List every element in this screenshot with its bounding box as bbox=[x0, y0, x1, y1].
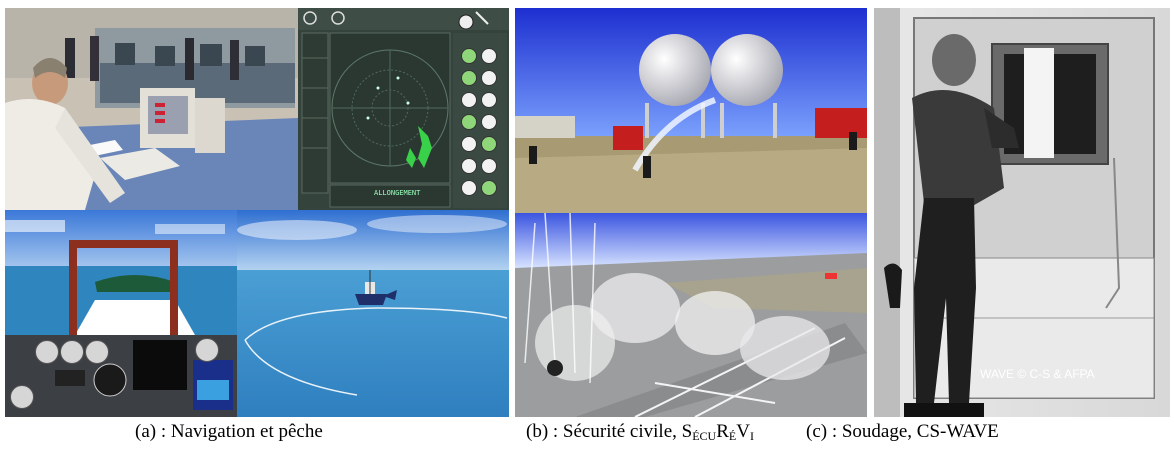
console-dial-button[interactable] bbox=[461, 114, 477, 130]
caption-b-i: I bbox=[749, 429, 754, 443]
water-spray-smoke-scene bbox=[515, 213, 867, 417]
caption-b-prefix: (b) : Sécurité civile, bbox=[526, 421, 682, 442]
gauge-icon bbox=[10, 385, 34, 409]
console-dial-button[interactable] bbox=[461, 70, 477, 86]
caption-b-v: V bbox=[736, 421, 750, 442]
caption-a: (a) : Navigation et pêche bbox=[135, 421, 323, 442]
caption-b-ecu: ÉCU bbox=[692, 429, 717, 443]
watermark-text: WAVE © C-S & AFPA bbox=[980, 367, 1095, 381]
console-dial-button[interactable] bbox=[461, 180, 477, 196]
caption-b-e: É bbox=[728, 429, 737, 443]
console-dial-button[interactable] bbox=[481, 70, 497, 86]
gauge-icon bbox=[60, 340, 84, 364]
console-dial-button[interactable] bbox=[461, 48, 477, 64]
console-dial-button[interactable] bbox=[481, 136, 497, 152]
gauge-icon bbox=[195, 338, 219, 362]
caption-b-r: R bbox=[716, 421, 729, 442]
caption-b: (b) : Sécurité civile, SÉCURÉVI bbox=[526, 421, 754, 444]
console-dial-button[interactable] bbox=[481, 92, 497, 108]
console-dial-button[interactable] bbox=[481, 180, 497, 196]
console-dial-button[interactable] bbox=[461, 92, 477, 108]
radar-console-screen: ALLONGEMENT bbox=[298, 8, 509, 210]
gauge-icon bbox=[35, 340, 59, 364]
welding-simulator-photo: WAVE © C-S & AFPA bbox=[874, 8, 1170, 417]
radar-title-label: ALLONGEMENT bbox=[374, 189, 421, 197]
console-dial-button[interactable] bbox=[461, 136, 477, 152]
console-dial-button[interactable] bbox=[481, 114, 497, 130]
console-dial-button[interactable] bbox=[481, 48, 497, 64]
firefighting-scene bbox=[515, 8, 867, 213]
console-dial-button[interactable] bbox=[481, 158, 497, 174]
caption-b-s: S bbox=[681, 421, 693, 442]
navigation-training-room-photo bbox=[5, 8, 298, 210]
gauge-icon bbox=[85, 340, 109, 364]
console-dial-button[interactable] bbox=[461, 158, 477, 174]
ship-bridge-view bbox=[5, 210, 237, 417]
caption-c: (c) : Soudage, CS-WAVE bbox=[806, 421, 999, 442]
trawler-at-sea-view bbox=[237, 210, 509, 417]
